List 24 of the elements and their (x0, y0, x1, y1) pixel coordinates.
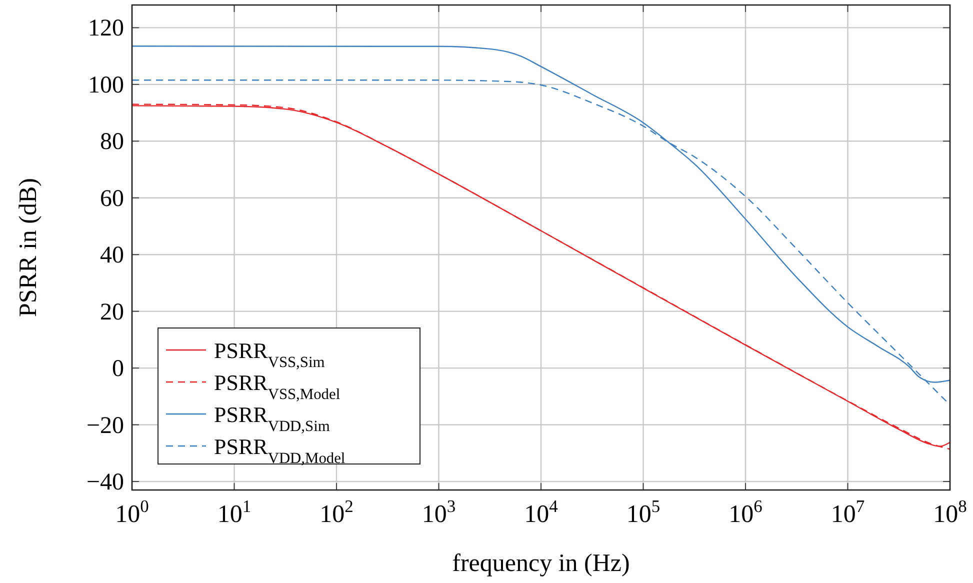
y-tick-label: 100 (88, 72, 124, 98)
legend-label: PSRR$_{VDD,Model}$ (214, 434, 346, 466)
y-tick-label: 40 (100, 242, 124, 269)
x-tick-label: 10$^{8}$ (933, 496, 968, 528)
x-axis-title: frequency in (Hz) (452, 550, 630, 577)
y-tick-label: 120 (88, 16, 124, 42)
x-tick-label: 10$^{4}$ (524, 496, 558, 528)
x-tick-label: 10$^{0}$ (115, 496, 150, 528)
legend-label: PSRR$_{VDD,Sim}$ (214, 402, 330, 434)
y-tick-label: 20 (100, 299, 124, 326)
y-tick-label: −20 (86, 412, 124, 439)
x-tick-label: 10$^{7}$ (830, 496, 865, 528)
x-tick-label: 10$^{5}$ (626, 496, 660, 528)
x-tick-label: 10$^{2}$ (320, 496, 354, 528)
x-tick-label: 10$^{3}$ (422, 496, 456, 528)
y-tick-label: −40 (86, 469, 124, 496)
y-tick-label: 0 (112, 356, 124, 382)
x-tick-label: 10$^{6}$ (728, 496, 763, 528)
x-tick-label: 10$^{1}$ (217, 496, 252, 528)
y-tick-label: 60 (100, 186, 124, 212)
y-tick-label: 80 (100, 129, 124, 156)
legend-label: PSRR$_{VSS,Sim}$ (214, 338, 325, 370)
legend-label: PSRR$_{VSS,Model}$ (214, 370, 340, 402)
y-axis-title: PSRR in (dB) (15, 178, 42, 317)
